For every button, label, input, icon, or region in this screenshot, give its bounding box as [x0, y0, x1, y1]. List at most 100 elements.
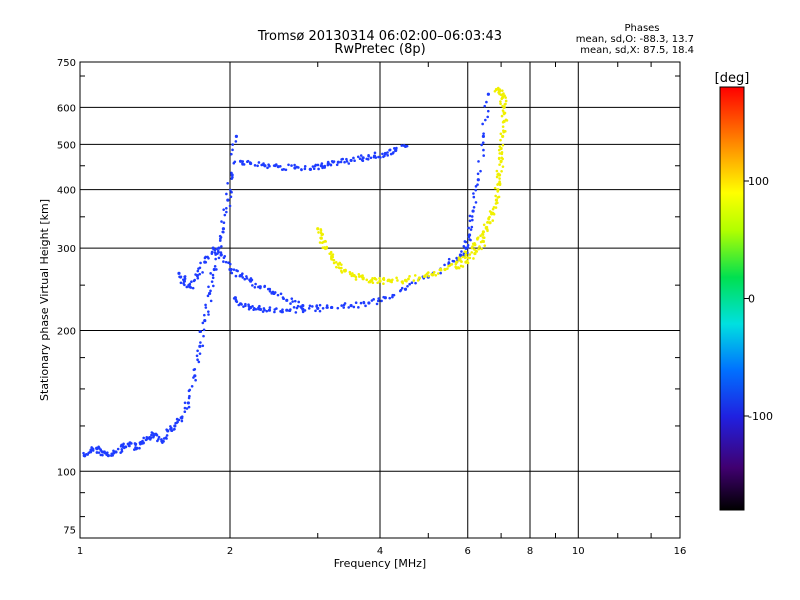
data-point [347, 162, 351, 165]
data-point [486, 92, 490, 96]
data-point [427, 274, 430, 278]
data-point [408, 282, 411, 286]
data-point [362, 300, 366, 304]
data-point [340, 263, 343, 266]
data-point [318, 303, 322, 307]
data-point [424, 273, 427, 277]
data-point [212, 284, 215, 288]
data-point [380, 299, 383, 303]
data-point [222, 221, 226, 225]
data-point [257, 161, 261, 164]
data-point [245, 277, 249, 280]
data-point [251, 284, 254, 287]
x-tick-label: 2 [227, 546, 233, 557]
data-point [209, 299, 213, 303]
data-point [266, 166, 269, 170]
data-point [479, 169, 482, 173]
data-point [321, 166, 324, 170]
data-point [316, 163, 320, 167]
data-point [501, 143, 505, 147]
data-point [448, 264, 452, 267]
data-point [395, 146, 398, 150]
data-point [198, 352, 202, 355]
data-point [486, 221, 489, 224]
data-point [462, 252, 466, 255]
data-point [342, 303, 346, 307]
data-point [161, 441, 164, 444]
data-point [446, 267, 449, 270]
data-point [481, 236, 485, 239]
data-point [499, 100, 502, 103]
data-point [408, 275, 411, 278]
data-point [219, 251, 223, 254]
data-point [326, 306, 329, 309]
data-point [466, 256, 469, 259]
data-point [481, 134, 485, 138]
data-point [196, 276, 200, 280]
data-point [164, 436, 168, 439]
data-point [86, 453, 89, 456]
data-point [352, 305, 356, 309]
data-point [156, 439, 159, 443]
data-point [183, 283, 186, 287]
data-point [243, 277, 247, 281]
data-point [499, 102, 502, 106]
data-point [400, 144, 404, 147]
data-point [190, 280, 193, 283]
data-point [498, 152, 502, 155]
data-point [323, 164, 327, 168]
data-point [378, 279, 382, 283]
data-point [201, 271, 204, 274]
data-point [370, 299, 374, 302]
data-point [407, 277, 410, 281]
y-tick-label: 200 [57, 326, 76, 337]
data-point [293, 299, 297, 303]
data-point [217, 256, 221, 260]
data-point [251, 304, 254, 308]
data-point [387, 278, 390, 282]
data-point [464, 253, 468, 257]
data-point [155, 433, 159, 437]
data-point [203, 313, 206, 317]
data-point [273, 291, 277, 294]
data-point [498, 163, 501, 166]
data-point [198, 344, 202, 348]
data-point [120, 450, 124, 453]
data-point [382, 278, 386, 282]
data-point [244, 302, 247, 306]
data-point [496, 201, 499, 205]
data-point [256, 164, 259, 168]
data-point [122, 442, 125, 446]
data-point [207, 285, 210, 289]
data-point [336, 262, 340, 266]
data-point [330, 257, 333, 261]
y-tick-label: 600 [57, 103, 76, 114]
data-point [229, 195, 233, 199]
data-point [473, 241, 476, 245]
x-tick-label: 16 [674, 546, 687, 557]
data-point [332, 258, 335, 262]
data-point [345, 160, 349, 163]
data-point [352, 156, 355, 160]
data-point [120, 448, 124, 451]
data-point [213, 265, 217, 268]
data-point [97, 451, 101, 454]
data-point [469, 228, 473, 231]
data-point [468, 256, 472, 260]
data-point [502, 129, 505, 132]
data-point [151, 432, 155, 435]
data-point [501, 125, 505, 128]
data-point [199, 261, 202, 265]
data-point [359, 154, 363, 157]
data-point [303, 309, 307, 312]
data-point [388, 296, 392, 300]
data-point [133, 448, 136, 451]
data-point [203, 260, 207, 264]
y-tick-label: 100 [57, 467, 76, 478]
data-point [250, 278, 254, 282]
data-point [199, 341, 202, 344]
data-point [201, 344, 205, 348]
data-point [499, 132, 503, 136]
grid [80, 62, 680, 538]
data-point [234, 134, 238, 138]
